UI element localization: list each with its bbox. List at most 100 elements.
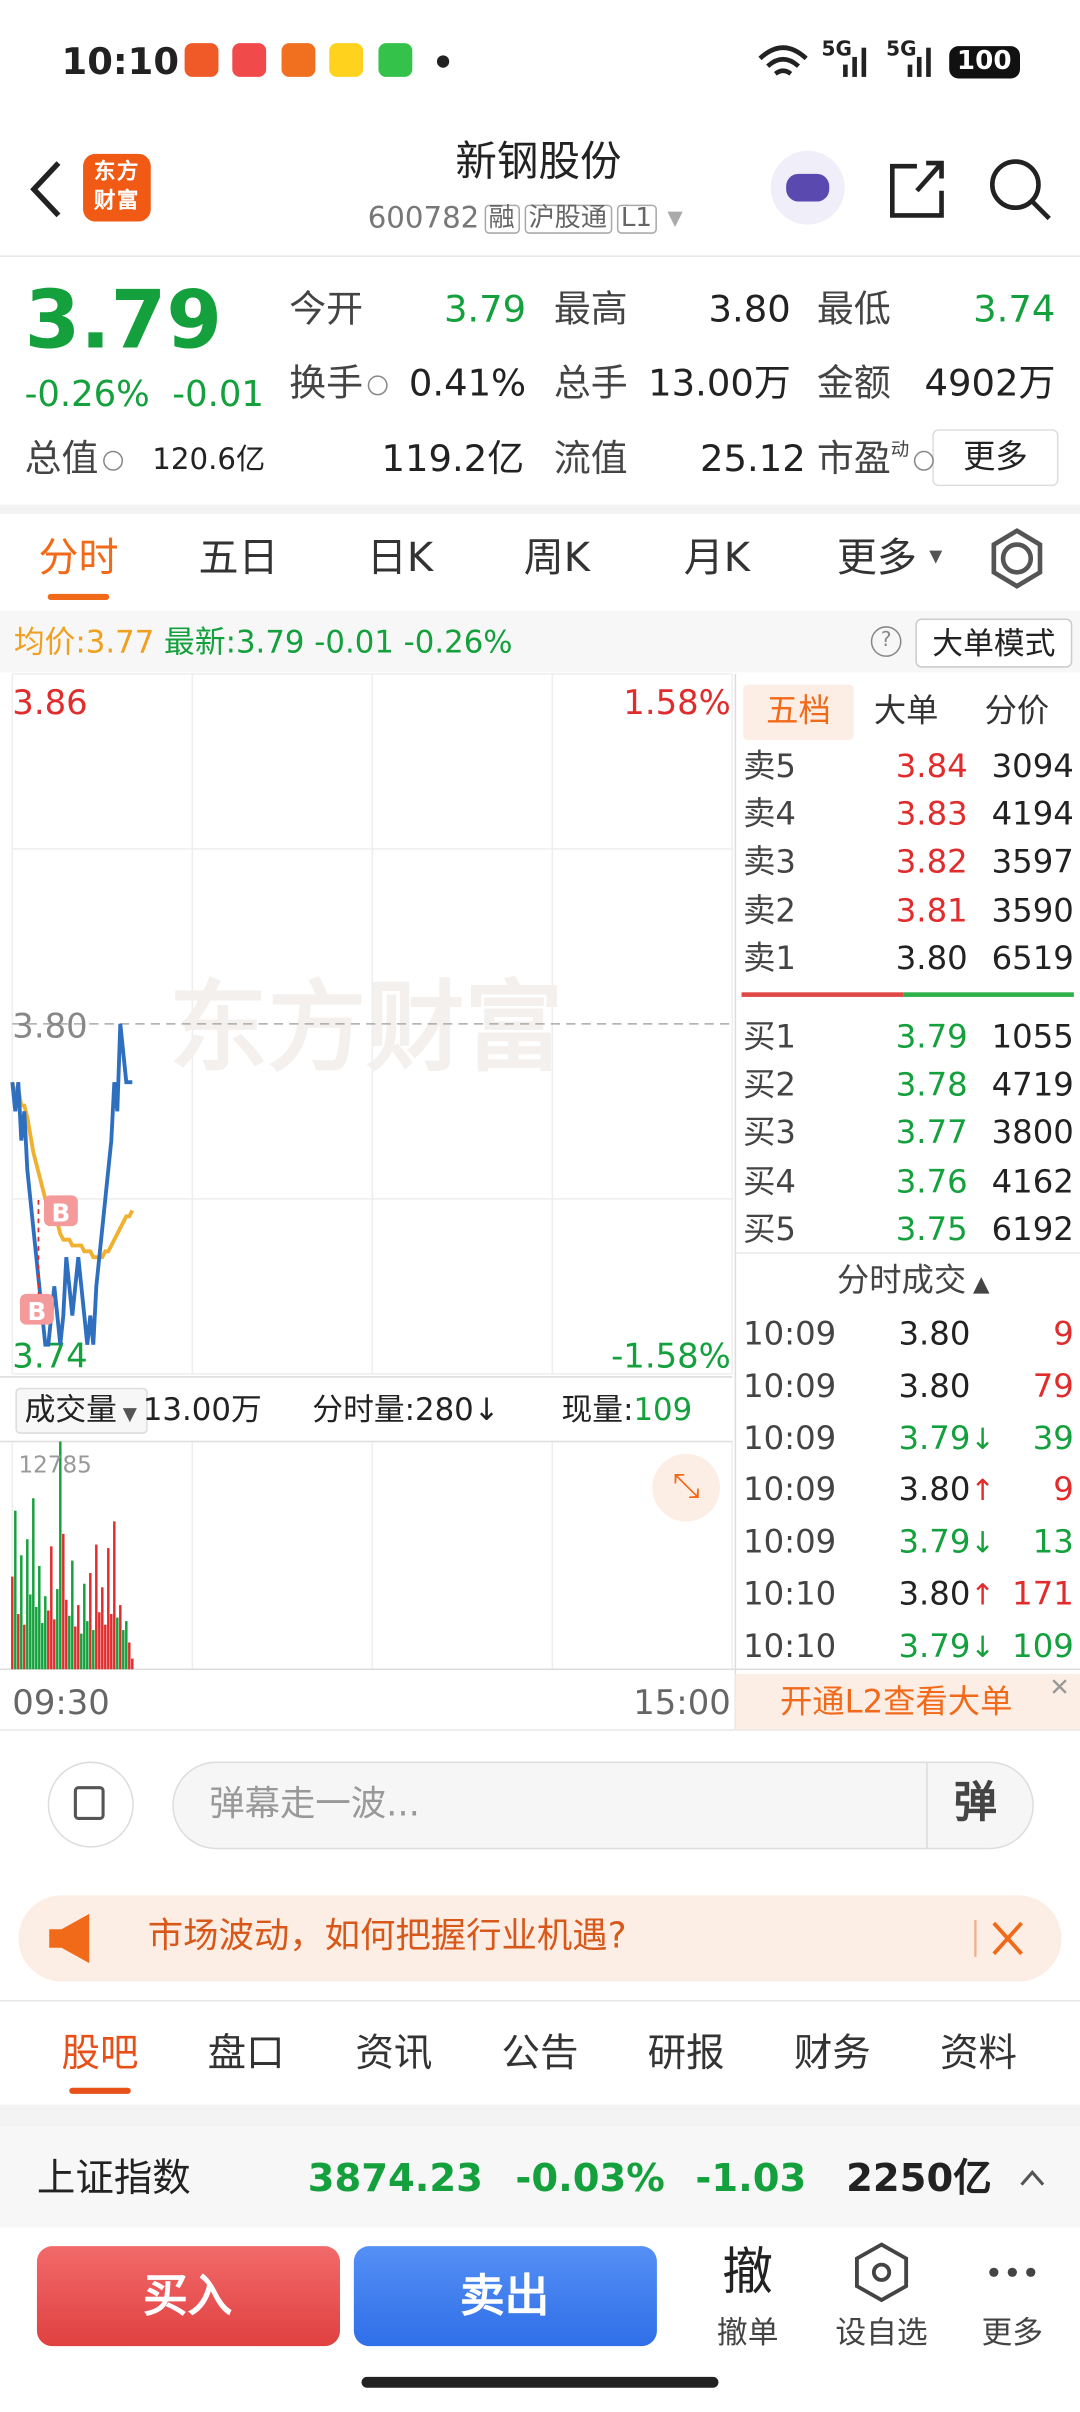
chart-tab[interactable]: 周K	[523, 535, 591, 582]
stat-label-text: 金额	[816, 361, 891, 405]
avg-line	[10, 1081, 135, 1260]
volume-bar	[131, 1658, 134, 1670]
section-tab[interactable]: 资讯	[355, 2030, 433, 2076]
chart-tab[interactable]: 月K	[683, 535, 751, 582]
price-line	[10, 1023, 133, 1347]
book-label: 卖5	[743, 747, 796, 785]
stat-label: 最高	[554, 291, 628, 328]
volume-bar	[47, 1610, 50, 1670]
help-icon[interactable]: ?	[870, 626, 902, 657]
book-tab[interactable]: 大单	[873, 692, 939, 730]
stat-label-text: 最低	[816, 287, 891, 331]
chart-tab[interactable]: 日K	[366, 535, 434, 582]
watch-text[interactable]: 设自选	[835, 2313, 928, 2351]
stat-sup: 动	[890, 438, 910, 460]
danmu-icon[interactable]	[47, 1761, 134, 1848]
book-label: 卖4	[743, 795, 796, 833]
buy-button[interactable]	[36, 2246, 340, 2347]
close-icon[interactable]: ✕	[1049, 1672, 1070, 1702]
volume-bar	[26, 1539, 29, 1670]
l2-bar[interactable]	[735, 1673, 1080, 1730]
danmu-button[interactable]: 弹	[953, 1776, 997, 1828]
section-tab[interactable]: 股吧	[61, 2030, 139, 2076]
banner-text[interactable]: 市场波动，如何把握行业机遇?	[147, 1916, 627, 1957]
stat-label: 总手	[554, 365, 628, 402]
buy-text[interactable]: 买入	[143, 2269, 233, 2322]
volume-select[interactable]	[15, 1387, 148, 1434]
change-pct: -0.26%	[24, 375, 150, 416]
v-tick-label: 12785	[18, 1452, 91, 1478]
book-volume: 6192	[991, 1210, 1074, 1248]
trade-price-text: 3.79	[898, 1419, 971, 1457]
book-price: 3.82	[895, 843, 968, 881]
volume-bar	[20, 1555, 23, 1670]
dropdown: ▼	[667, 207, 683, 231]
trade-arrow: ↓	[970, 1422, 995, 1457]
danmu-input[interactable]	[172, 1761, 1034, 1850]
section-tab[interactable]: 资料	[939, 2030, 1017, 2076]
sell-button[interactable]	[353, 2246, 657, 2347]
expand-icon[interactable]: ⤡	[652, 1453, 720, 1522]
volume-bar	[38, 1565, 41, 1670]
tab-underline	[69, 2087, 131, 2094]
danmu-placeholder[interactable]: 弹幕走一波...	[209, 1784, 420, 1825]
volume-bar	[113, 1521, 116, 1670]
volume-bar	[62, 1533, 65, 1670]
section-tab[interactable]: 公告	[501, 2030, 579, 2076]
mode-button[interactable]: 大单模式	[915, 618, 1073, 668]
index-name: 上证指数	[36, 2155, 191, 2200]
index-bar[interactable]	[0, 2126, 1080, 2228]
x-label: 09:30	[12, 1683, 110, 1722]
chart-tab[interactable]: 五日	[198, 535, 279, 582]
section-tab[interactable]: 研报	[647, 2030, 725, 2076]
book-price: 3.76	[895, 1162, 968, 1200]
trade-time: 10:09	[743, 1523, 837, 1561]
trade-arrow: ↓	[970, 1526, 995, 1561]
trade-volume: 9	[1053, 1315, 1074, 1353]
stat-value: 0.41%	[408, 361, 527, 405]
book-tab[interactable]: 分价	[984, 692, 1050, 730]
volume-bar	[125, 1621, 128, 1670]
section-tab[interactable]: 财务	[793, 2030, 871, 2076]
pct-label: 1.58%	[623, 683, 730, 722]
status-time: 10:10	[61, 39, 180, 84]
cancel-icon[interactable]: 撤	[722, 2241, 774, 2302]
volume-total: 13.00万	[142, 1390, 262, 1428]
book-label: 卖1	[743, 939, 796, 977]
book-price: 3.81	[895, 891, 968, 929]
l2-text[interactable]: 开通L2查看大单	[779, 1683, 1013, 1720]
cancel-text[interactable]: 撤单	[716, 2313, 779, 2351]
trade-price-text: 3.80	[898, 1315, 971, 1353]
banner[interactable]	[18, 1895, 1062, 1982]
section-tab[interactable]: 盘口	[207, 2030, 285, 2076]
battery: 100	[949, 46, 1020, 79]
stat-label-text: 最高	[553, 287, 628, 331]
trade-price: 3.79↓	[898, 1526, 994, 1558]
trade-volume: 109	[1012, 1627, 1074, 1665]
buy-marker	[19, 1293, 54, 1325]
chart-tab[interactable]: 更多	[836, 535, 917, 582]
minute-volume: 分时量:280↓	[312, 1394, 499, 1425]
volume-bar	[95, 1544, 98, 1670]
volume-bar	[23, 1624, 26, 1670]
volume-bar	[14, 1510, 17, 1670]
trade-price-text: 3.80	[898, 1367, 971, 1405]
buy-marker-label: B	[52, 1199, 71, 1228]
chart-tab[interactable]: 分时	[38, 535, 119, 582]
stat-value: 13.00万	[648, 361, 791, 405]
volume-bar	[77, 1605, 80, 1670]
watermark: 东方财富	[169, 972, 563, 1086]
logo[interactable]: 东方财富	[83, 153, 151, 222]
change: -0.01	[172, 375, 264, 416]
book-volume: 1055	[991, 1018, 1074, 1056]
volume-bar	[119, 1605, 122, 1670]
stat-label-text: 市盈	[816, 436, 891, 480]
sell-text[interactable]: 卖出	[459, 2269, 550, 2322]
book-volume: 3094	[991, 747, 1074, 785]
trade-time: 10:09	[743, 1419, 837, 1457]
book-tab[interactable]: 五档	[766, 692, 831, 730]
more-text[interactable]: 更多	[981, 2313, 1044, 2351]
app-icon	[281, 43, 316, 77]
avg: 3.77	[85, 623, 155, 660]
